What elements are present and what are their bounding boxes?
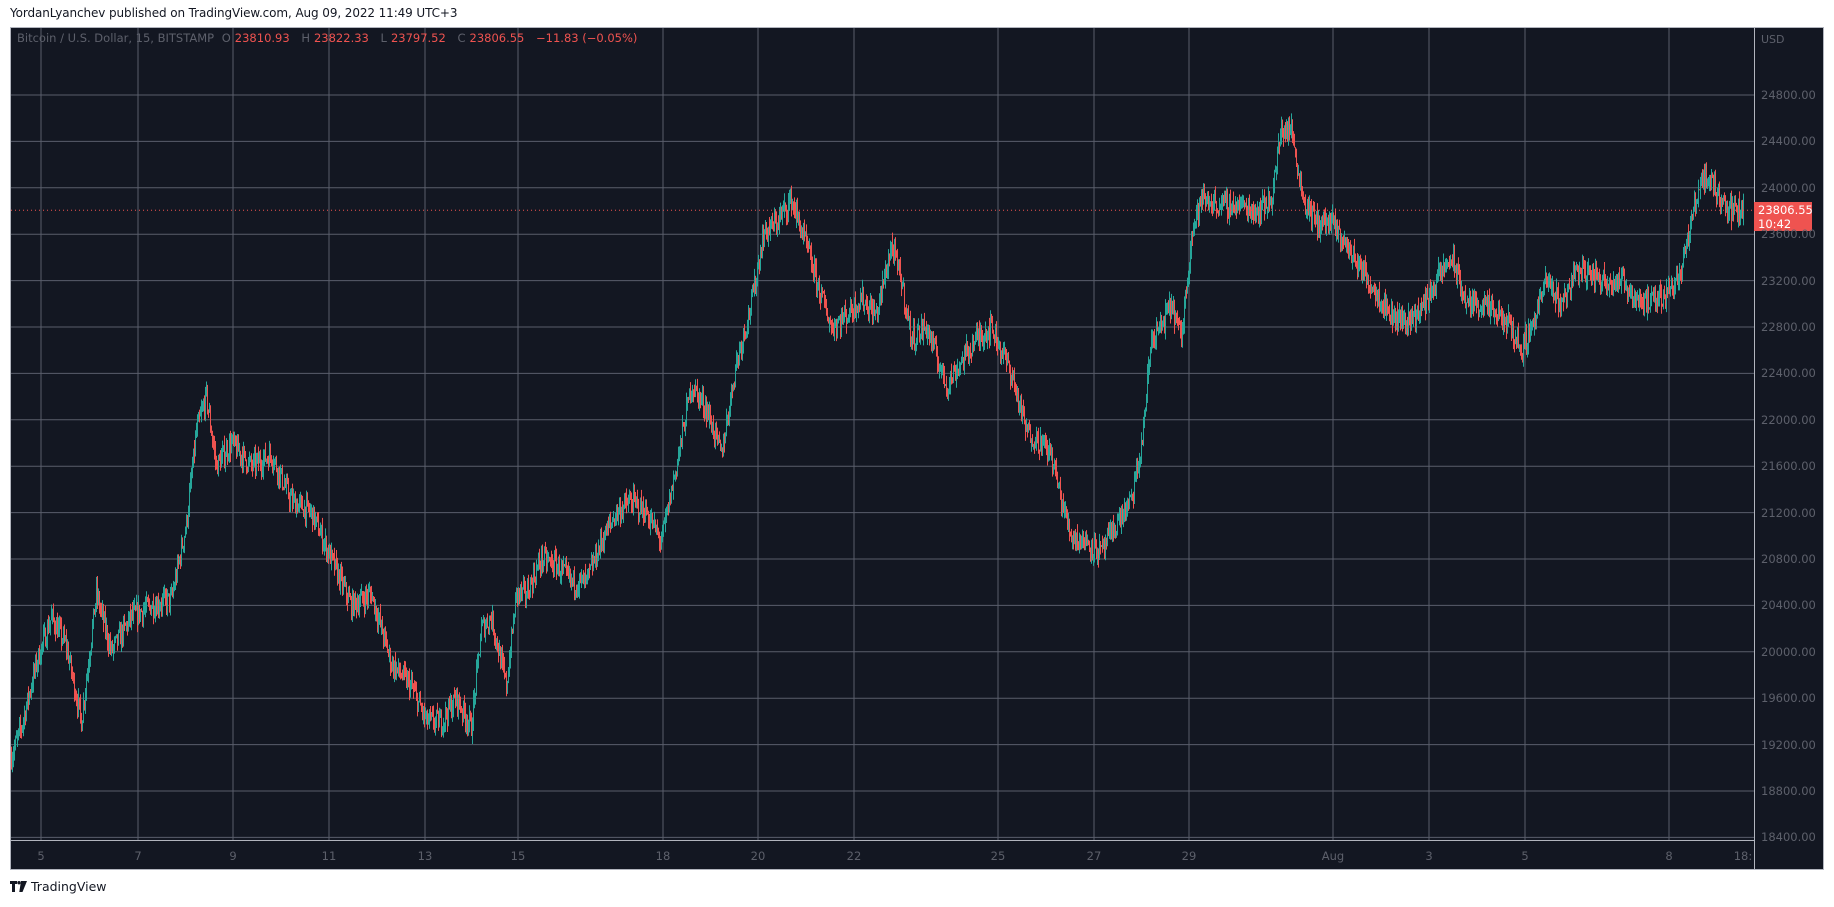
- candlestick-chart[interactable]: [11, 28, 1754, 840]
- last-price-value: 23806.55: [1758, 203, 1813, 218]
- price-tick-label: 24000.00: [1761, 180, 1816, 195]
- time-tick-label: 8: [1665, 849, 1673, 863]
- time-axis[interactable]: 5 7 9 11 13 15 18 20 22 25 27 29 Aug 3 5 8 18:: [11, 840, 1754, 869]
- time-tick-label: 22: [846, 849, 862, 863]
- time-tick-label: 25: [990, 849, 1006, 863]
- price-tick-label: 20800.00: [1761, 552, 1816, 566]
- time-tick-label: 5: [1521, 849, 1529, 863]
- price-tick-label: 20400.00: [1761, 598, 1816, 613]
- time-tick-label: 13: [417, 849, 433, 863]
- open-value: 23810.93: [234, 31, 290, 45]
- publish-info: YordanLyanchev published on TradingView.…: [10, 6, 458, 20]
- footer-brand: TradingView: [10, 879, 107, 894]
- time-tick-label: 18:: [1733, 849, 1753, 863]
- price-tick-label: 21600.00: [1761, 459, 1816, 474]
- chart-frame: Bitcoin / U.S. Dollar, 15, BITSTAMP O 238…: [10, 27, 1824, 870]
- candle-countdown: 10:42: [1758, 217, 1792, 232]
- time-tick-label: 3: [1425, 849, 1433, 863]
- price-tick-label: 19200.00: [1761, 737, 1816, 752]
- price-tick-label: 18400.00: [1761, 830, 1816, 845]
- price-tick-label: 24400.00: [1761, 134, 1816, 149]
- time-tick-label: 11: [321, 849, 337, 863]
- change-value: −11.83 (−0.05%): [536, 31, 638, 45]
- time-tick-label: 27: [1086, 849, 1102, 863]
- price-tick-label: 21200.00: [1761, 505, 1816, 520]
- price-tick-label: 18800.00: [1761, 784, 1816, 798]
- ohlc-legend: Bitcoin / U.S. Dollar, 15, BITSTAMP O 238…: [17, 31, 638, 45]
- close-value: 23806.55: [469, 31, 525, 45]
- price-tick-label: 20000.00: [1761, 644, 1816, 659]
- brand-name: TradingView: [31, 879, 107, 894]
- time-tick-label: Aug: [1321, 849, 1345, 863]
- currency-label: USD: [1761, 33, 1785, 46]
- time-tick-label: 29: [1181, 849, 1197, 863]
- price-tick-label: 24800.00: [1761, 88, 1816, 102]
- time-tick-label: 5: [37, 849, 45, 863]
- price-chart-plot[interactable]: Bitcoin / U.S. Dollar, 15, BITSTAMP O 238…: [11, 28, 1754, 840]
- price-tick-label: 23200.00: [1761, 273, 1816, 288]
- low-value: 23797.52: [390, 31, 446, 45]
- price-axis[interactable]: USD 23806.55 10:42 18400.00 18800.00 19200…: [1754, 28, 1824, 869]
- price-tick-label: 23600.00: [1761, 227, 1816, 242]
- price-tick-label: 22000.00: [1761, 412, 1816, 427]
- symbol-title: Bitcoin / U.S. Dollar, 15, BITSTAMP: [17, 31, 215, 45]
- tradingview-logo-icon: [10, 881, 27, 892]
- time-tick-label: 20: [750, 849, 766, 863]
- price-tick-label: 22400.00: [1761, 366, 1816, 381]
- time-tick-label: 7: [134, 849, 142, 863]
- price-tick-label: 19600.00: [1761, 691, 1816, 706]
- time-tick-label: 18: [655, 849, 671, 863]
- time-tick-label: 9: [229, 849, 237, 863]
- last-price-badge: 23806.55 10:42: [1754, 202, 1813, 232]
- candles: [11, 113, 1744, 773]
- price-tick-label: 22800.00: [1761, 320, 1816, 334]
- time-tick-label: 15: [510, 849, 526, 863]
- high-value: 23822.33: [313, 31, 369, 45]
